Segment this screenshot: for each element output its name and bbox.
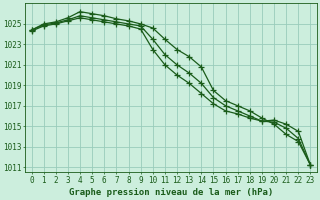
X-axis label: Graphe pression niveau de la mer (hPa): Graphe pression niveau de la mer (hPa) [69, 188, 273, 197]
